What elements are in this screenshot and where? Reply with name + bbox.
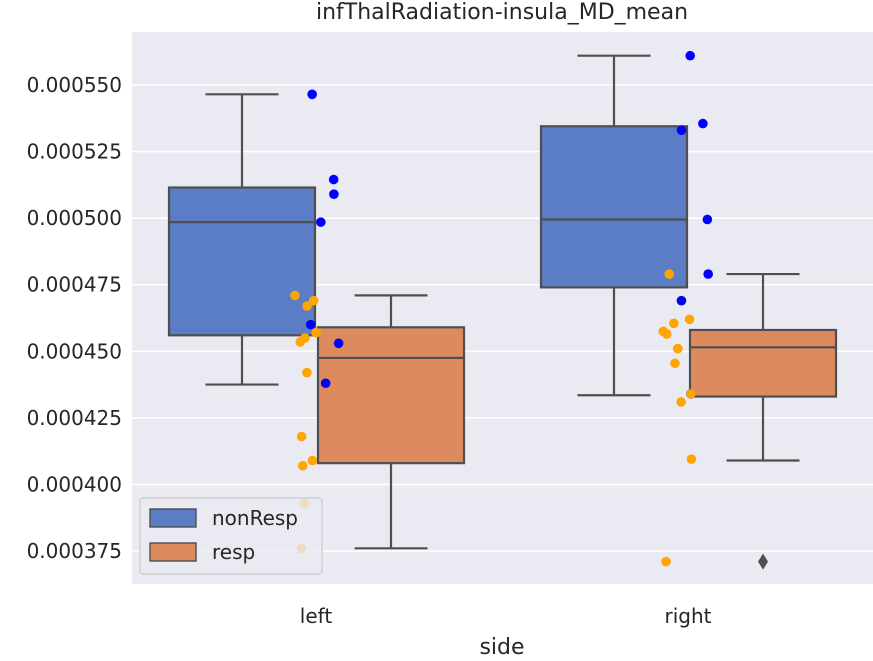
data-point-nonResp	[333, 338, 344, 349]
y-tick-label: 0.000500	[27, 206, 122, 230]
data-point-resp	[661, 556, 671, 567]
y-tick-label: 0.000425	[27, 406, 122, 430]
data-point-resp	[296, 431, 307, 442]
legend-label-nonResp: nonResp	[212, 506, 298, 530]
data-point-resp	[672, 343, 683, 354]
box-resp-right	[688, 328, 838, 398]
data-point-resp	[684, 314, 695, 325]
data-point-resp	[686, 389, 696, 399]
data-point-nonResp	[702, 214, 713, 225]
data-point-resp	[676, 397, 686, 407]
legend-swatch-resp	[149, 542, 197, 562]
legend-swatch-nonResp	[149, 508, 197, 528]
legend: nonResp resp	[139, 497, 323, 575]
y-tick-label: 0.000375	[27, 539, 122, 563]
box-resp-left	[316, 326, 466, 465]
data-point-nonResp	[305, 319, 316, 330]
data-point-nonResp	[703, 269, 713, 279]
data-point-nonResp	[676, 295, 687, 306]
data-point-resp	[290, 290, 300, 301]
data-point-resp	[664, 269, 675, 279]
y-tick-label: 0.000525	[27, 140, 122, 164]
data-point-resp	[295, 337, 306, 347]
data-points	[290, 50, 713, 567]
x-axis-label: side	[479, 635, 524, 660]
y-tick-labels: 0.000375 0.000400 0.000425 0.000450 0.000475…	[27, 73, 122, 563]
y-tick-label: 0.000550	[27, 73, 122, 97]
box-nonResp-right	[539, 125, 689, 289]
data-point-resp	[308, 295, 319, 306]
data-point-resp	[302, 367, 312, 378]
data-point-nonResp	[320, 378, 331, 389]
data-point-nonResp	[329, 189, 339, 199]
chart-title: infThalRadiation-insula_MD_mean	[316, 0, 688, 25]
data-point-resp	[298, 460, 308, 471]
data-point-resp	[661, 329, 672, 339]
data-point-nonResp	[676, 125, 687, 136]
x-tick-label: right	[665, 604, 712, 628]
data-point-resp	[669, 318, 679, 329]
data-point-nonResp	[328, 174, 339, 185]
data-point-nonResp	[307, 89, 317, 100]
data-point-resp	[307, 455, 318, 466]
y-tick-label: 0.000400	[27, 472, 122, 496]
box-nonResp-left	[167, 186, 317, 337]
data-point-nonResp	[316, 217, 326, 227]
data-point-resp	[311, 327, 321, 338]
data-point-resp	[686, 454, 697, 464]
y-tick-label: 0.000450	[27, 339, 122, 363]
data-point-resp	[670, 358, 680, 369]
data-point-resp	[302, 301, 312, 311]
y-tick-label: 0.000475	[27, 273, 122, 297]
data-point-nonResp	[685, 50, 696, 61]
x-tick-labels: left right	[300, 604, 712, 628]
x-tick-label: left	[300, 604, 333, 628]
outlier-marker	[758, 553, 768, 570]
legend-label-resp: resp	[212, 540, 255, 564]
data-point-nonResp	[698, 118, 708, 129]
boxes	[167, 54, 838, 570]
